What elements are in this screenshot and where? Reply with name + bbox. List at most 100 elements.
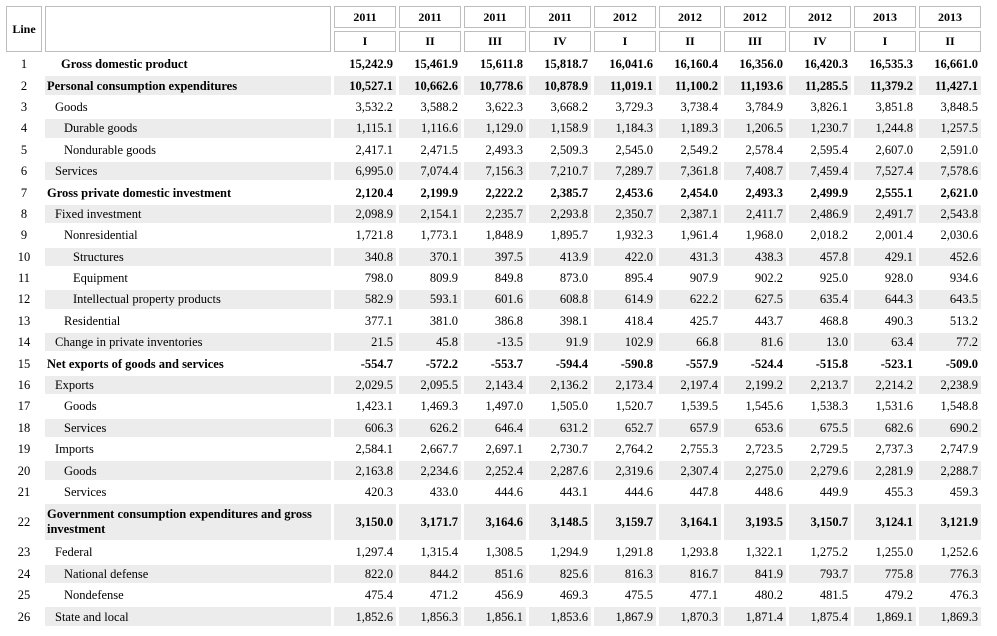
row-label: National defense [45, 564, 331, 583]
row-label: Nondefense [64, 588, 124, 603]
value-cell: 2,491.7 [854, 204, 916, 224]
line-number: 1 [20, 57, 28, 72]
table-row: 25 Nondefense 475.4 471.2 456.9 469.3 475.5 477… [6, 586, 981, 604]
line-number: 11 [17, 271, 31, 286]
value-cell: 593.1 [399, 290, 461, 309]
value-cell: 2,136.2 [529, 375, 591, 395]
value-cell: 513.2 [949, 313, 978, 328]
value-cell: 11,193.6 [724, 76, 786, 95]
value-cell: 386.8 [494, 313, 523, 328]
value-cell: 1,531.6 [875, 399, 914, 414]
value-cell: -594.4 [555, 356, 588, 371]
line-number: 21 [17, 485, 31, 499]
line-number: 17 [17, 399, 31, 414]
label-column-header [45, 6, 331, 52]
value-cell: 1,116.6 [399, 119, 461, 138]
value-cell: 1,545.6 [745, 399, 784, 414]
value-cell: 608.8 [529, 290, 591, 309]
value-cell: 456.9 [494, 588, 523, 603]
value-cell: 7,156.3 [464, 161, 526, 181]
value-cell: 443.1 [559, 485, 588, 499]
value-cell: 3,121.9 [919, 504, 981, 541]
value-cell: 2,001.4 [875, 228, 914, 243]
value-cell: 2,555.1 [875, 185, 914, 200]
value-cell: 622.2 [659, 290, 721, 309]
value-cell: 398.1 [559, 313, 588, 328]
value-cell: 2,213.7 [789, 375, 851, 395]
value-cell: 3,848.5 [940, 99, 979, 114]
value-cell: 1,244.8 [854, 119, 916, 138]
year-header: 2012 [659, 6, 721, 28]
line-number: 13 [17, 313, 31, 328]
value-cell: 2,591.0 [940, 142, 979, 157]
value-cell: 2,471.5 [420, 142, 459, 157]
quarter-header: I [854, 30, 916, 52]
value-cell: 644.3 [854, 290, 916, 309]
value-cell: 1,968.0 [745, 228, 784, 243]
value-cell: 816.3 [594, 564, 656, 583]
table-row: 13 Residential 377.1 381.0 386.8 398.1 418.4 42… [6, 312, 981, 330]
table-row: 2 Personal consumption expenditures 10,527… [6, 76, 981, 95]
line-number: 15 [17, 356, 31, 371]
value-cell: 7,210.7 [529, 161, 591, 181]
value-cell: 2,293.8 [529, 204, 591, 224]
row-label: Net exports of goods and services [47, 356, 224, 371]
quarter-header: I [594, 30, 656, 52]
value-cell: 1,895.7 [550, 228, 589, 243]
row-label: Goods [55, 99, 88, 114]
value-cell: 614.9 [594, 290, 656, 309]
value-cell: 690.2 [919, 418, 981, 438]
value-cell: -557.9 [685, 356, 718, 371]
value-cell: 469.3 [559, 588, 588, 603]
line-number: 19 [17, 442, 31, 457]
value-cell: 420.3 [364, 485, 393, 499]
value-cell: 631.2 [529, 418, 591, 438]
row-label: Goods [64, 399, 97, 414]
value-cell: 1,129.0 [464, 119, 526, 138]
value-cell: 459.3 [949, 485, 978, 499]
value-cell: 2,730.7 [550, 442, 589, 457]
value-cell: 841.9 [724, 564, 786, 583]
value-cell: 2,543.8 [919, 204, 981, 224]
value-cell: 2,607.0 [875, 142, 914, 157]
value-cell: 16,420.3 [804, 57, 848, 72]
line-number: 25 [17, 588, 31, 603]
value-cell: 851.6 [464, 564, 526, 583]
value-cell: 652.7 [594, 418, 656, 438]
value-cell: 2,234.6 [399, 461, 461, 480]
value-cell: 844.2 [399, 564, 461, 583]
value-cell: 2,584.1 [355, 442, 394, 457]
table-row: 9 Nonresidential 1,721.8 1,773.1 1,848.9 1,89… [6, 226, 981, 244]
quarter-header: III [724, 30, 786, 52]
value-cell: 3,171.7 [399, 504, 461, 541]
value-cell: 480.2 [754, 588, 783, 603]
header-years-row: Line 2011 2011 2011 2011 2012 2012 2012 … [6, 6, 981, 52]
value-cell: 475.5 [624, 588, 653, 603]
table-row: 26 State and local 1,852.6 1,856.3 1,856.1 1,… [6, 607, 981, 626]
line-number: 6 [20, 164, 28, 179]
value-cell: 2,595.4 [810, 142, 849, 157]
table-row: 21 Services 420.3 433.0 444.6 443.1 444.6 447.8… [6, 483, 981, 501]
value-cell: 7,578.6 [919, 161, 981, 181]
row-label: Nonresidential [64, 228, 138, 243]
row-label: Federal [55, 545, 93, 560]
row-label: State and local [45, 607, 331, 626]
value-cell: 10,527.1 [334, 76, 396, 95]
value-cell: 448.6 [754, 485, 783, 499]
value-cell: 3,150.7 [789, 504, 851, 541]
value-cell: 7,361.8 [659, 161, 721, 181]
table-row: 16 Exports 2,029.5 2,095.5 2,143.4 2,136.2 2,1… [6, 375, 981, 395]
row-label: Residential [64, 313, 121, 328]
value-cell: 1,856.1 [464, 607, 526, 626]
value-cell: 15,611.8 [479, 57, 523, 72]
header-quarters-row: I II III IV I II III IV I II [6, 30, 981, 52]
value-cell: 452.6 [919, 247, 981, 266]
value-cell: 1,252.6 [940, 545, 979, 560]
value-cell: -13.5 [464, 333, 526, 352]
value-cell: 1,115.1 [334, 119, 396, 138]
table-row: 14 Change in private inventories 21.5 45.8-… [6, 333, 981, 352]
value-cell: 825.6 [529, 564, 591, 583]
value-cell: 657.9 [659, 418, 721, 438]
value-cell: 2,499.9 [810, 185, 849, 200]
table-row: 11 Equipment 798.0 809.9 849.8 873.0 895.4 907.… [6, 269, 981, 287]
